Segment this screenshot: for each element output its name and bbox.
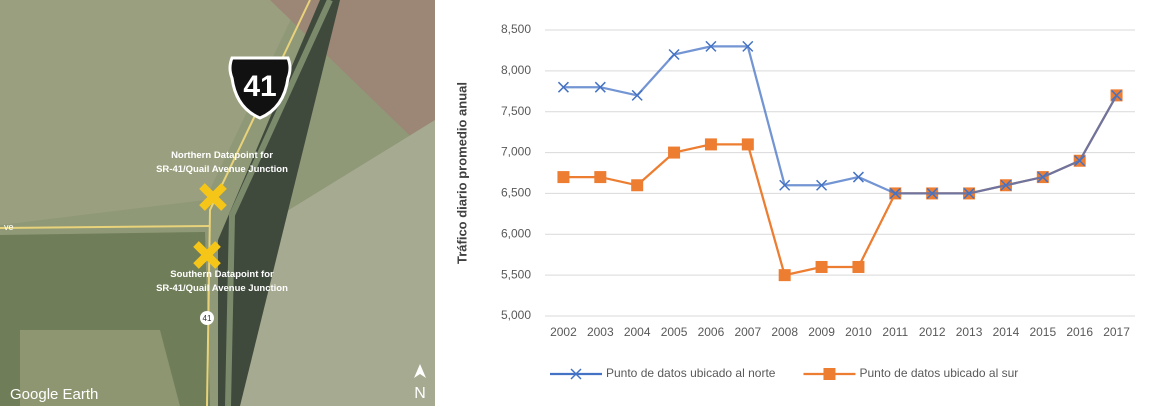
y-tick-label: 8,000 [501,63,531,77]
road-marker-number: 41 [203,314,212,323]
x-tick-label: 2005 [661,325,688,339]
marker [705,40,717,52]
marker [594,81,606,93]
x-tick-label: 2006 [698,325,725,339]
x-tick-label: 2014 [993,325,1020,339]
north-label: SR-41/Quail Avenue Junction [156,164,288,175]
x-tick-label: 2007 [734,325,761,339]
y-tick-label: 6,500 [501,186,531,200]
y-tick-label: 6,000 [501,226,531,240]
south-marker [193,241,221,269]
map: 41 Northern Datapoint for SR-41/Quail Av… [0,0,435,406]
x-tick-label: 2008 [771,325,798,339]
marker [557,81,569,93]
x-tick-label: 2011 [882,325,908,339]
field [0,0,300,225]
marker [1111,89,1123,101]
road [0,225,211,229]
south-label: SR-41/Quail Avenue Junction [156,283,288,294]
x-tick-label: 2002 [550,325,577,339]
marker [631,89,643,101]
y-tick-label: 7,000 [501,145,531,159]
road-marker [200,311,214,325]
y-axis-label: Tráfico diario promedio anual [454,82,469,264]
marker [668,48,680,61]
x-tick-label: 2016 [1066,325,1093,339]
marker [1074,155,1086,167]
y-tick-label: 7,500 [501,104,531,118]
chart: Tráfico diario promedio anual 5,000 5,500… [454,22,1135,380]
marker [823,368,836,380]
north-marker [199,183,227,211]
x-tick-label: 2003 [587,325,614,339]
marker [779,179,791,191]
marker [1000,179,1012,191]
x-tick-label: 2013 [956,325,983,339]
canal [218,0,340,406]
marker [963,187,975,199]
marker [1037,171,1049,183]
compass: N [414,385,426,402]
road [225,0,333,406]
marker [631,179,644,192]
marker [570,368,582,380]
y-tick-label: 5,500 [501,267,531,281]
field [240,120,435,406]
south-label: Southern Datapoint for [170,269,274,280]
x-tick-label: 2015 [1029,325,1056,339]
marker [852,260,865,273]
x-tick-label: 2004 [624,325,651,339]
marker [816,179,828,191]
field [20,330,180,406]
north-label: Northern Datapoint for [171,150,273,161]
marker [594,171,607,184]
x-tick-label: 2009 [808,325,835,339]
marker [852,171,864,183]
marker [704,138,717,151]
marker [557,171,570,184]
shield-number: 41 [243,70,276,103]
x-tick-label: 2012 [919,325,946,339]
y-tick-label: 5,000 [501,308,531,322]
x-tick-label: 2017 [1103,325,1130,339]
marker [926,187,938,199]
shield [228,56,292,120]
brand: Google Earth [10,386,98,403]
compass-arrow [414,364,426,378]
legend-label: Punto de datos ubicado al norte [606,366,776,380]
legend-label: Punto de datos ubicado al sur [859,366,1018,380]
marker [741,138,754,151]
x-tick-label: 2010 [845,325,872,339]
marker [815,260,828,273]
marker [889,187,901,199]
marker [778,269,791,282]
series-line [563,94,1118,277]
road-name: ve [4,222,14,232]
series-line [563,45,1118,195]
marker [742,40,754,52]
marker [668,146,681,159]
y-tick-label: 8,500 [501,22,531,36]
